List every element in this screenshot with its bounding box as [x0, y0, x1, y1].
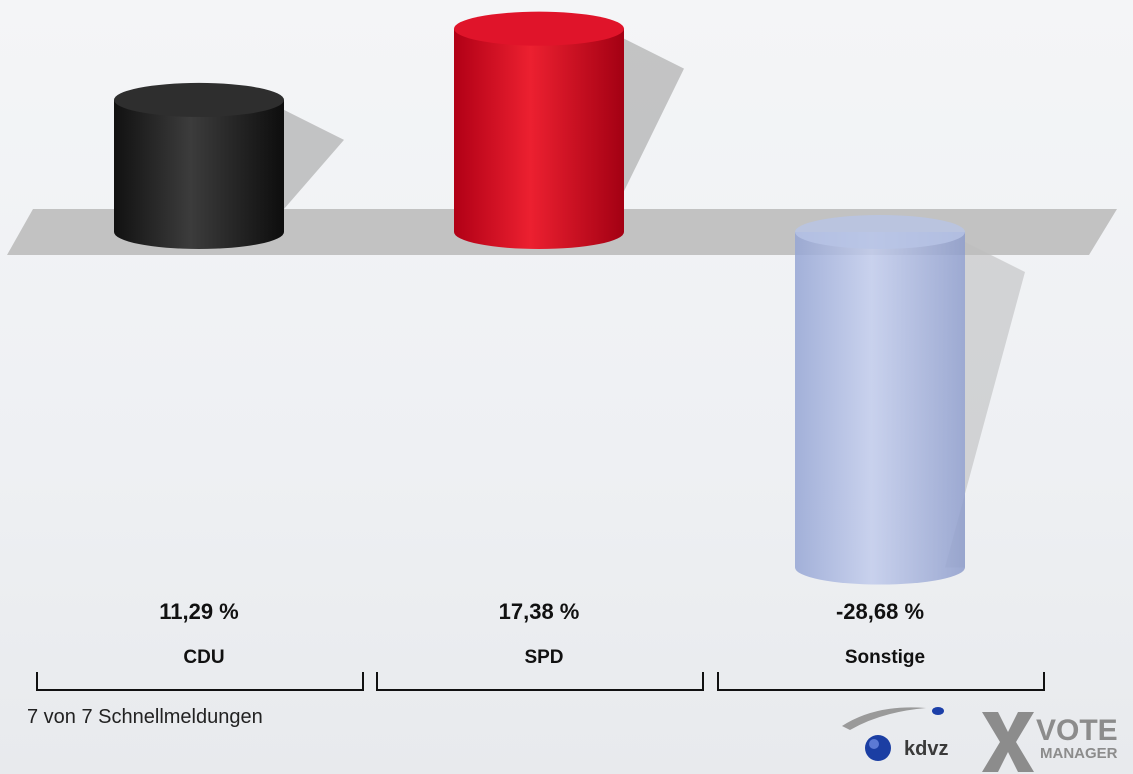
globe-icon	[865, 735, 891, 761]
category-label-sonstige: Sonstige	[845, 647, 925, 668]
value-label-sonstige: -28,68 %	[836, 599, 924, 624]
category-bracket-cdu	[36, 672, 364, 691]
vote-wordmark: VOTE	[1036, 714, 1118, 747]
value-label-spd: 17,38 %	[499, 599, 580, 624]
bar-cap-cdu	[114, 82, 284, 117]
kdvz-wordmark: kdvz	[904, 738, 948, 760]
small-globe-icon	[932, 707, 944, 715]
bar-cap-spd	[454, 11, 624, 46]
kdvz-vote-manager-logo: kdvz VOTE MANAGER	[842, 707, 1118, 772]
x-mark-icon	[982, 712, 1034, 772]
manager-wordmark: MANAGER	[1040, 745, 1118, 762]
report-count-note: 7 von 7 Schnellmeldungen	[27, 706, 263, 728]
category-label-spd: SPD	[524, 647, 563, 668]
bar-spd	[454, 28, 624, 250]
bar-cap-sonstige	[795, 215, 965, 249]
category-bracket-sonstige	[717, 672, 1045, 691]
swoosh-icon	[842, 707, 926, 730]
bar-cdu	[114, 99, 284, 249]
value-label-cdu: 11,29 %	[159, 599, 239, 624]
category-label-cdu: CDU	[183, 647, 224, 668]
bar-sonstige	[795, 232, 965, 585]
category-bracket-spd	[376, 672, 704, 691]
